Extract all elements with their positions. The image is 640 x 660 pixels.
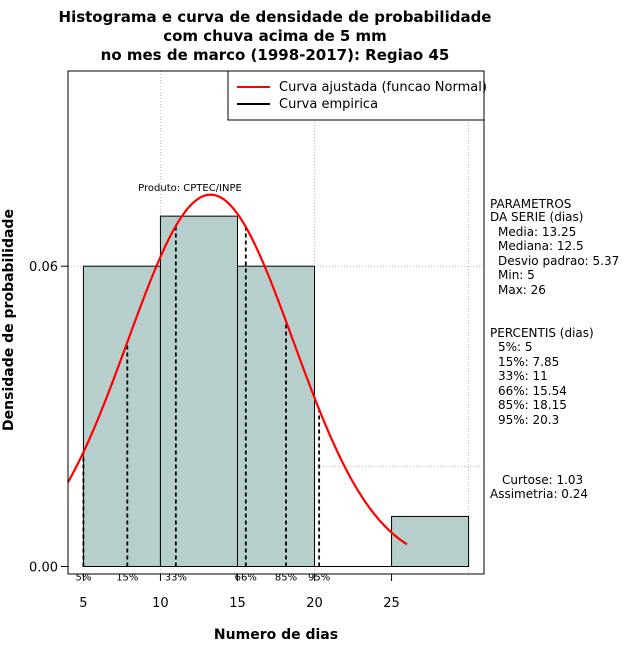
x-tick-label-0: 5 xyxy=(79,596,87,611)
produto-annotation: Produto: CPTEC/INPE xyxy=(138,183,242,194)
x-tick-label-1: 10 xyxy=(152,596,169,611)
x-axis-label: Numero de dias xyxy=(214,627,338,643)
percentis-66: 66%: 15.54 xyxy=(498,384,567,398)
percentis-5: 5%: 5 xyxy=(498,340,533,354)
title-line-2: com chuva acima de 5 mm xyxy=(163,27,387,45)
x-tick-label-4: 25 xyxy=(383,596,400,611)
legend-box xyxy=(227,70,485,121)
title-line-1: Histograma e curva de densidade de proba… xyxy=(59,8,492,26)
percentile-label-4: 85% xyxy=(275,572,297,583)
chart-title: Histograma e curva de densidade de proba… xyxy=(59,8,492,64)
percentis-15: 15%: 7.85 xyxy=(498,355,559,369)
percentile-label-1: 15% xyxy=(116,572,138,583)
x-axis: 5 10 15 20 25 xyxy=(79,573,400,611)
parametros-heading-2: DA SERIE (dias) xyxy=(490,210,583,224)
percentis-heading: PERCENTIS (dias) xyxy=(490,326,594,340)
percentile-label-3: 66% xyxy=(235,572,257,583)
stat-assimetria: Assimetria: 0.24 xyxy=(490,487,588,501)
percentis-85: 85%: 18.15 xyxy=(498,398,567,412)
param-desvio: Desvio padrao: 5.37 xyxy=(498,254,619,268)
histogram-bar-1 xyxy=(159,215,238,567)
legend: Curva ajustada (funcao Normal) Curva emp… xyxy=(227,70,487,121)
legend-empirical-label: Curva empirica xyxy=(279,97,378,112)
param-min: Min: 5 xyxy=(498,268,535,282)
fitted-normal-curve xyxy=(67,193,408,546)
legend-fitted-label: Curva ajustada (funcao Normal) xyxy=(279,80,487,95)
percentile-label-2: 33% xyxy=(165,572,187,583)
title-line-3: no mes de marco (1998-2017): Regiao 45 xyxy=(101,46,450,64)
x-tick-label-3: 20 xyxy=(306,596,323,611)
histogram-bar-4 xyxy=(391,515,470,567)
percentis-33: 33%: 11 xyxy=(498,369,548,383)
histogram-bar-2 xyxy=(236,265,316,567)
parametros-heading-1: PARAMETROS xyxy=(490,197,571,211)
y-axis: 0.00 0.06 xyxy=(29,260,69,575)
percentis-95: 95%: 20.3 xyxy=(498,413,559,427)
x-tick-label-2: 15 xyxy=(229,596,246,611)
y-axis-label: Densidade de probabilidade xyxy=(1,209,17,431)
histogram-bar-0 xyxy=(82,265,161,567)
y-tick-label-0: 0.00 xyxy=(29,560,58,575)
percentile-label-5: 95% xyxy=(308,572,330,583)
statistics-panel: PARAMETROS DA SERIE (dias) Media: 13.25 … xyxy=(490,197,619,501)
percentile-lines: 5% 15% 33% 66% 85% 95% xyxy=(75,225,330,583)
param-media: Media: 13.25 xyxy=(498,225,576,239)
param-mediana: Mediana: 12.5 xyxy=(498,239,584,253)
param-max: Max: 26 xyxy=(498,283,546,297)
stat-curtose: Curtose: 1.03 xyxy=(502,473,583,487)
histogram-bars xyxy=(82,215,470,567)
y-tick-label-1: 0.06 xyxy=(29,260,58,275)
